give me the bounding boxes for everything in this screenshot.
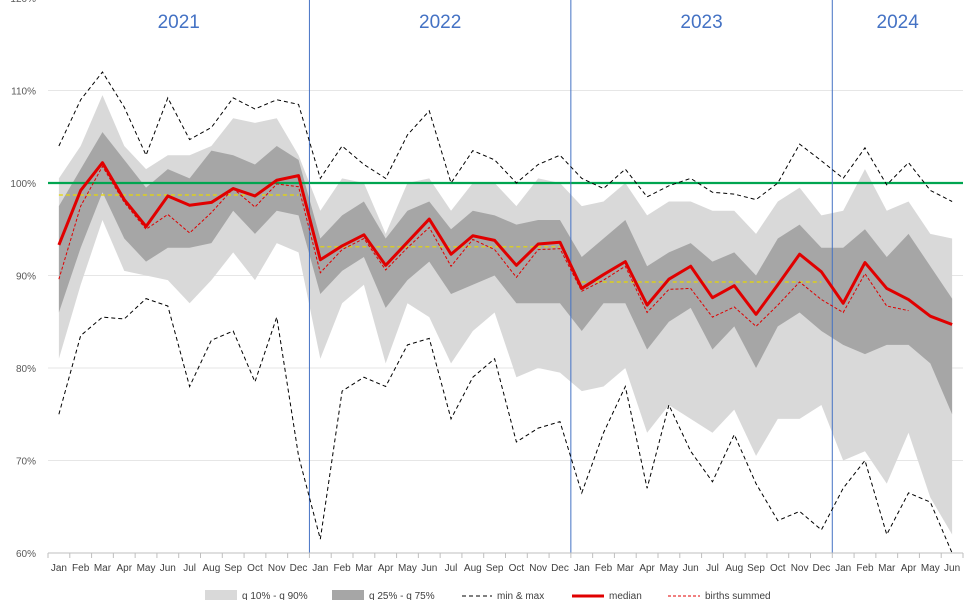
x-tick-label: Jan: [51, 563, 67, 574]
x-tick-label: Apr: [901, 563, 917, 574]
x-tick-label: Jun: [421, 563, 437, 574]
x-tick-label: Jul: [706, 563, 719, 574]
year-label-2023: 2023: [680, 12, 722, 33]
x-tick-label: Mar: [355, 563, 373, 574]
year-labels: 2021 2022 2023 2024: [158, 12, 920, 33]
series-lines: [57, 71, 953, 554]
x-tick-label: Feb: [333, 563, 351, 574]
x-tick-label: Jul: [183, 563, 196, 574]
x-tick-label: Aug: [464, 563, 482, 574]
x-tick-label: May: [921, 563, 940, 574]
max-line: [58, 71, 953, 202]
x-tick-label: Apr: [116, 563, 132, 574]
x-tick-label: Feb: [856, 563, 874, 574]
x-tick-label: Dec: [812, 563, 830, 574]
x-tick-label: Jun: [160, 563, 176, 574]
x-tick-label: Jan: [835, 563, 851, 574]
x-tick-label: Oct: [509, 563, 525, 574]
bands: [58, 95, 953, 535]
x-tick-label: Mar: [878, 563, 896, 574]
y-tick-label-110: 110%: [11, 87, 36, 98]
min-line: [58, 298, 953, 554]
x-tick-label: Mar: [617, 563, 635, 574]
y-tick-label-120: 120%: [10, 0, 36, 5]
legend-label-births-summed: births summed: [705, 591, 771, 600]
x-tick-label: Sep: [747, 563, 765, 574]
x-tick-label: May: [659, 563, 678, 574]
x-tick-label: Oct: [247, 563, 263, 574]
x-tick-label: May: [398, 563, 417, 574]
band-q25-q75: [58, 132, 953, 415]
y-tick-label-80: 80%: [16, 364, 36, 375]
x-tick-label: Jan: [574, 563, 590, 574]
axes: [47, 552, 964, 558]
year-label-2024: 2024: [877, 12, 920, 33]
median-line: [57, 161, 953, 326]
x-tick-label: Apr: [378, 563, 394, 574]
x-tick-label: Nov: [268, 563, 286, 574]
x-tick-label: Jun: [944, 563, 960, 574]
x-tick-label: Apr: [639, 563, 655, 574]
y-tick-label-70: 70%: [16, 457, 36, 468]
legend: q 10% - q 90% q 25% - q 75% min & max media…: [205, 590, 771, 600]
legend-label-q10-q90: q 10% - q 90%: [242, 591, 308, 600]
x-tick-label: May: [137, 563, 156, 574]
legend-label-min-max: min & max: [497, 591, 544, 600]
x-tick-label: Mar: [94, 563, 112, 574]
x-tick-label: Sep: [224, 563, 242, 574]
legend-swatch-q10-q90: [205, 590, 237, 600]
x-tick-label: Feb: [72, 563, 90, 574]
y-tick-label-60: 60%: [16, 549, 36, 560]
legend-swatch-q25-q75: [332, 590, 364, 600]
x-tick-label: Dec: [551, 563, 569, 574]
year-dividers: [308, 0, 833, 553]
legend-label-q25-q75: q 25% - q 75%: [369, 591, 435, 600]
x-tick-label: Jul: [445, 563, 458, 574]
x-tick-label: Oct: [770, 563, 786, 574]
x-tick-label: Sep: [486, 563, 504, 574]
tick-labels: 60% 70% 80% 90% 100% 110% 120% Jan Feb Mar Apr May J…: [10, 0, 960, 574]
x-tick-label: Nov: [791, 563, 809, 574]
x-tick-label: Dec: [290, 563, 308, 574]
y-tick-label-100: 100%: [10, 179, 36, 190]
legend-label-median: median: [609, 591, 642, 600]
x-tick-label: Jun: [683, 563, 699, 574]
year-label-2022: 2022: [419, 12, 461, 33]
year-label-2021: 2021: [158, 12, 200, 33]
x-tick-label: Aug: [202, 563, 220, 574]
x-tick-label: Feb: [595, 563, 613, 574]
y-tick-label-90: 90%: [16, 272, 36, 283]
x-tick-label: Nov: [529, 563, 547, 574]
x-tick-label: Aug: [725, 563, 743, 574]
x-tick-label: Jan: [312, 563, 328, 574]
